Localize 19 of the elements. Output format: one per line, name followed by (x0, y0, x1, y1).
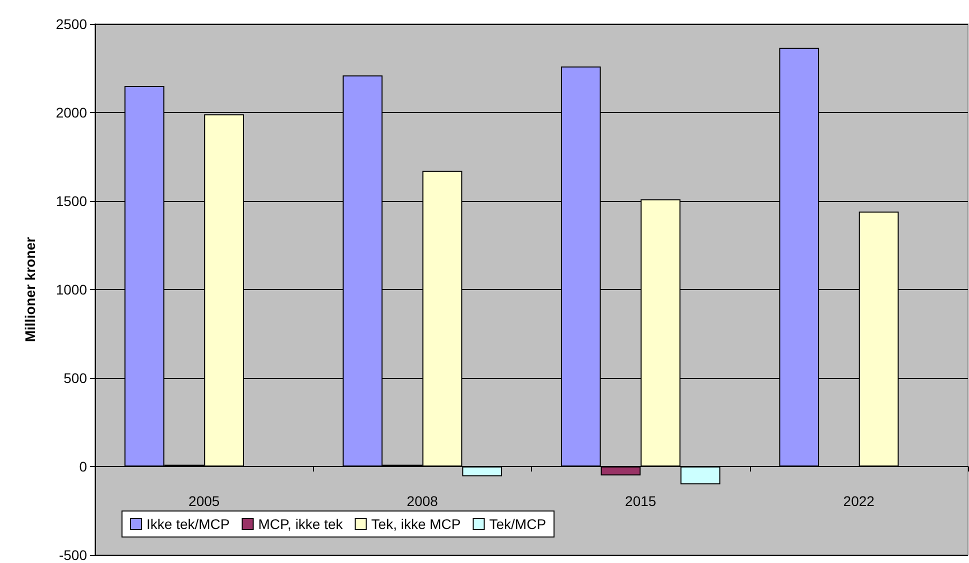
y-tick-label: 500 (64, 370, 88, 386)
bar (462, 466, 502, 476)
y-tick-label: 1500 (56, 193, 88, 209)
legend-label: Tek/MCP (489, 516, 546, 532)
x-tick-label: 2005 (188, 493, 220, 509)
y-tick-label: 1000 (56, 282, 88, 298)
legend-label: MCP, ikke tek (258, 516, 344, 532)
x-tick-label: 2008 (406, 493, 438, 509)
x-tick-label: 2022 (843, 493, 875, 509)
y-tick-label: 2000 (56, 104, 88, 120)
bar (680, 466, 720, 484)
legend-label: Ikke tek/MCP (146, 516, 230, 532)
x-tick-label: 2015 (625, 493, 656, 509)
y-tick-label: 0 (79, 458, 88, 474)
bar (600, 466, 641, 476)
y-tick-label: 2500 (56, 16, 88, 32)
y-tick-label: -500 (58, 547, 88, 563)
y-axis-title: Millioner kroner (22, 236, 38, 342)
legend-label: Tek, ikke MCP (371, 516, 461, 532)
